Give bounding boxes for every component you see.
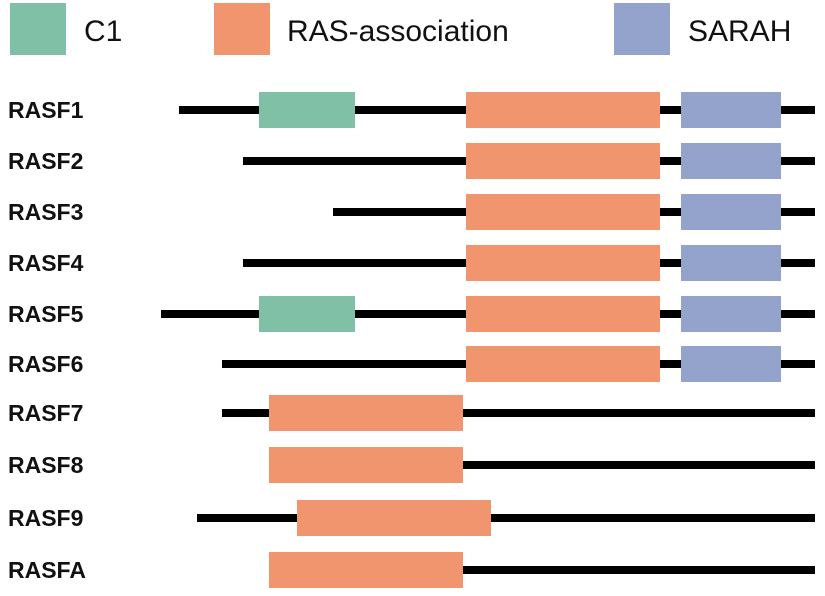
protein-row-rasf8: RASF8 <box>8 447 815 483</box>
domain-ra <box>297 500 491 536</box>
domain-sarah <box>681 296 781 332</box>
protein-name: RASF7 <box>8 400 83 426</box>
protein-name: RASF4 <box>8 250 84 276</box>
domain-ra <box>466 245 660 281</box>
sequence-backbone <box>197 514 815 522</box>
domain-sarah <box>681 92 781 128</box>
legend: C1 RAS-association SARAH <box>10 3 791 55</box>
protein-name: RASF1 <box>8 97 84 123</box>
legend-swatch-ra <box>214 3 270 55</box>
domain-ra <box>466 296 660 332</box>
domain-c1 <box>259 296 355 332</box>
legend-swatch-c1 <box>10 3 66 55</box>
domain-sarah <box>681 346 781 382</box>
protein-name: RASF5 <box>8 301 84 327</box>
protein-name: RASFA <box>8 557 86 583</box>
domain-c1 <box>259 92 355 128</box>
protein-name: RASF3 <box>8 199 83 225</box>
protein-rows: RASF1 RASF2 RASF3 RASF4 RASF5 RASF6 RASF7 RASF8… <box>8 92 815 588</box>
protein-name: RASF2 <box>8 148 83 174</box>
domain-ra <box>466 346 660 382</box>
protein-row-rasf9: RASF9 <box>8 500 815 536</box>
domain-sarah <box>681 194 781 230</box>
protein-row-rasf6: RASF6 <box>8 346 815 382</box>
legend-swatch-sarah <box>614 3 670 55</box>
domain-ra <box>269 395 463 431</box>
protein-row-rasf7: RASF7 <box>8 395 815 431</box>
legend-label-sarah: SARAH <box>688 15 791 48</box>
domain-ra <box>466 194 660 230</box>
domain-ra <box>269 552 463 588</box>
protein-name: RASF6 <box>8 351 83 377</box>
protein-row-rasfa: RASFA <box>8 552 815 588</box>
domain-ra <box>466 92 660 128</box>
protein-row-rasf1: RASF1 <box>8 92 815 128</box>
protein-row-rasf3: RASF3 <box>8 194 815 230</box>
protein-row-rasf4: RASF4 <box>8 245 815 281</box>
domain-ra <box>466 143 660 179</box>
sequence-backbone <box>269 461 815 469</box>
domain-ra <box>269 447 463 483</box>
sequence-backbone <box>222 409 815 417</box>
sequence-backbone <box>269 566 815 574</box>
legend-label-c1: C1 <box>84 15 122 48</box>
protein-row-rasf2: RASF2 <box>8 143 815 179</box>
domain-sarah <box>681 245 781 281</box>
legend-label-ra: RAS-association <box>287 15 509 48</box>
protein-name: RASF9 <box>8 505 83 531</box>
domain-sarah <box>681 143 781 179</box>
protein-row-rasf5: RASF5 <box>8 296 815 332</box>
protein-name: RASF8 <box>8 452 84 478</box>
